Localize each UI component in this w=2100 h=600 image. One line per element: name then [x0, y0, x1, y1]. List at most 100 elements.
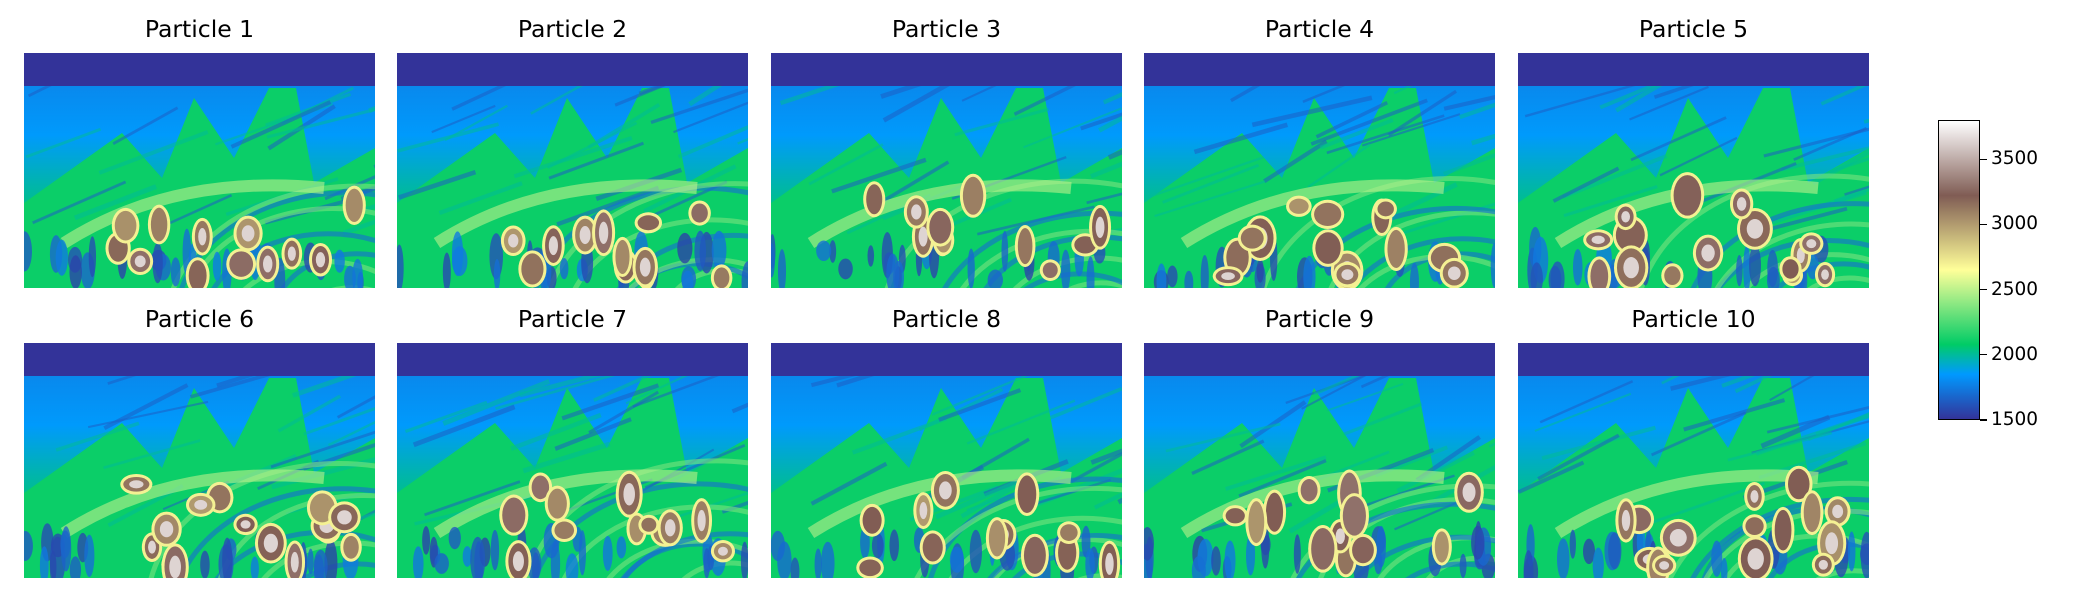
anomaly-core	[1701, 244, 1715, 262]
striation-streak	[1343, 402, 1423, 436]
striation-streak	[931, 373, 1030, 416]
low-velocity-streak	[412, 546, 424, 578]
panel-title: Particle 2	[517, 15, 628, 43]
anomaly-core	[1669, 529, 1687, 547]
low-velocity-streak	[1592, 547, 1604, 578]
heatmap-panel	[1144, 343, 1495, 578]
anomaly-core	[1095, 216, 1105, 238]
anomaly-blob	[1017, 228, 1033, 265]
low-velocity-streak	[559, 258, 569, 280]
anomaly-blob	[713, 267, 730, 288]
anomaly-blob	[1774, 509, 1792, 551]
anomaly-core	[263, 533, 278, 553]
water-layer	[1518, 53, 1869, 86]
low-velocity-streak	[1144, 527, 1154, 561]
striation-streak	[954, 107, 1050, 137]
striation-streak	[935, 473, 1033, 520]
colorbar-tick	[1980, 419, 1987, 421]
anomaly-blob	[691, 203, 708, 223]
low-velocity-streak	[1001, 230, 1009, 272]
striation-streak	[1650, 411, 1747, 457]
low-velocity-streak	[1767, 249, 1778, 288]
low-velocity-streak	[493, 258, 501, 288]
striation-streak	[1070, 451, 1122, 484]
anomaly-blob	[1225, 508, 1245, 524]
low-velocity-streak	[740, 541, 748, 578]
arc-band	[1690, 496, 1869, 578]
striation-streak	[266, 107, 375, 139]
anomaly-blob	[1387, 229, 1405, 268]
arc-band	[1349, 236, 1495, 288]
anomaly-blob	[641, 517, 657, 532]
low-velocity-streak	[711, 230, 727, 270]
anomaly-blob	[1377, 201, 1394, 217]
velocity-model-heatmap	[1518, 53, 1869, 288]
anomaly-core	[1621, 211, 1631, 223]
low-velocity-streak	[1256, 259, 1264, 283]
anomaly-core	[579, 225, 591, 245]
striation-streak	[1090, 161, 1122, 179]
striation-streak	[1238, 459, 1327, 498]
striation-streak	[358, 203, 375, 214]
low-velocity-streak	[1086, 256, 1095, 288]
striation-streak	[588, 390, 660, 434]
high-velocity-band	[433, 179, 698, 249]
striation-streak	[587, 102, 661, 150]
striation-streak	[1471, 133, 1495, 146]
low-velocity-streak	[1530, 262, 1543, 288]
panel-title: Particle 7	[517, 305, 628, 333]
anomaly-blob	[1226, 240, 1249, 275]
low-velocity-streak	[84, 534, 95, 578]
striation-streak	[1659, 136, 1738, 177]
striation-streak	[327, 420, 375, 447]
striation-streak	[1755, 413, 1869, 456]
anomaly-core	[315, 252, 326, 268]
water-layer	[1144, 343, 1495, 376]
arc-band	[928, 476, 1122, 578]
low-velocity-streak	[1303, 255, 1316, 288]
anomaly-core	[1623, 257, 1639, 279]
striation-streak	[1326, 383, 1404, 412]
low-velocity-streak	[1085, 548, 1095, 578]
arc-band	[1384, 251, 1495, 288]
arc-band	[1353, 534, 1495, 578]
anomaly-blob	[1803, 493, 1821, 533]
high-velocity-band	[1180, 179, 1445, 249]
low-velocity-streak	[741, 261, 748, 288]
striation-streak	[510, 412, 602, 451]
velocity-model-heatmap	[1144, 343, 1495, 578]
striation-streak	[1443, 95, 1495, 111]
striation-streak	[1763, 127, 1869, 158]
anomaly-blob	[345, 188, 363, 222]
striation-streak	[1090, 448, 1122, 465]
anomaly-blob	[1314, 202, 1342, 227]
striation-streak	[1326, 114, 1445, 155]
anomaly-blob	[1074, 236, 1097, 254]
low-velocity-streak	[694, 230, 707, 272]
striation-streak	[397, 122, 500, 153]
low-velocity-streak	[448, 526, 461, 550]
low-velocity-streak	[422, 526, 431, 555]
low-velocity-streak	[1409, 262, 1419, 288]
anomaly-blob	[962, 176, 984, 215]
anomaly-blob	[188, 260, 207, 288]
anomaly-core	[1659, 561, 1670, 570]
striation-streak	[632, 370, 727, 408]
striation-streak	[398, 169, 477, 200]
striation-streak	[731, 402, 748, 414]
anomaly-blob	[1042, 262, 1058, 278]
colorbar-tick	[1980, 288, 1987, 291]
striation-streak	[1093, 492, 1122, 510]
low-velocity-streak	[1156, 263, 1167, 288]
heatmap-panel	[397, 53, 748, 288]
low-velocity-streak	[1200, 255, 1209, 288]
anomaly-blob	[1673, 175, 1702, 216]
low-velocity-streak	[250, 556, 259, 578]
velocity-model-heatmap	[771, 53, 1122, 288]
low-velocity-streak	[212, 251, 222, 281]
anomaly-core	[1591, 235, 1605, 244]
striation-streak	[303, 406, 375, 436]
low-velocity-streak	[777, 541, 792, 578]
striation-streak	[424, 480, 521, 517]
colorbar-tick-label: 3000	[1991, 213, 2039, 235]
